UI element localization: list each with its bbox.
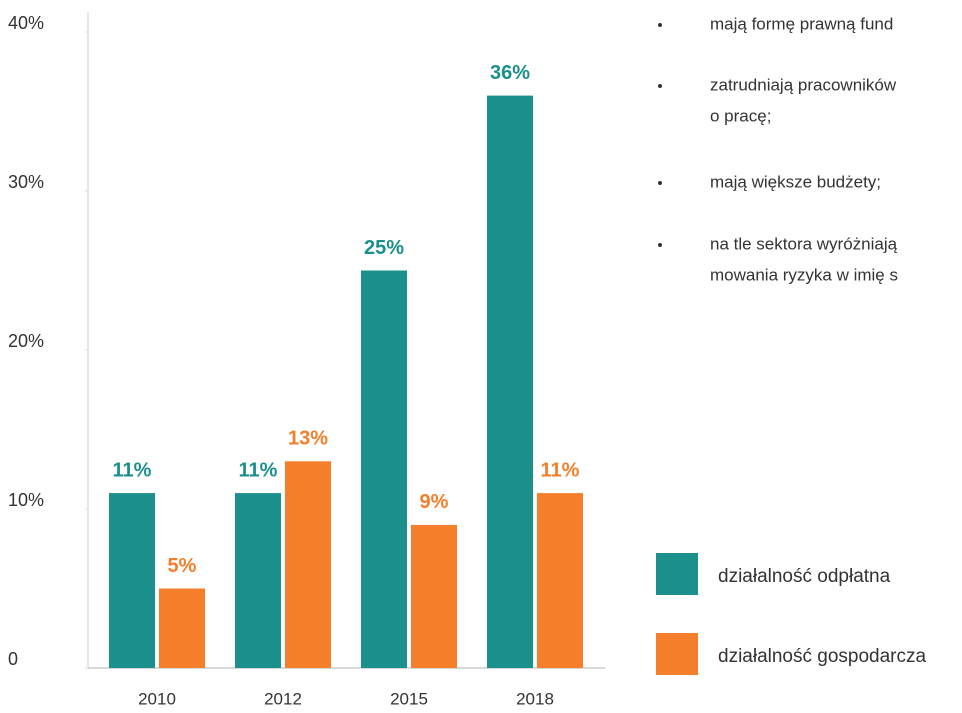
value-label: 5%: [168, 555, 197, 577]
x-tick-label: 2015: [390, 689, 428, 708]
note-text: zatrudniają pracowników: [710, 75, 897, 94]
value-label: 11%: [541, 459, 580, 481]
legend-label: działalność gospodarcza: [718, 646, 927, 667]
bar: [285, 461, 331, 668]
note-text: o pracę;: [710, 106, 771, 125]
note-text: mają większe budżety;: [710, 172, 881, 191]
y-tick-label: 0: [8, 649, 18, 669]
y-tick-label: 20%: [8, 331, 44, 351]
value-label: 11%: [239, 459, 278, 481]
note-text: mowania ryzyka w imię s: [710, 265, 898, 284]
x-tick-label: 2018: [516, 689, 554, 708]
y-tick-label: 10%: [8, 490, 44, 510]
bar: [159, 588, 205, 668]
value-label: 11%: [113, 459, 152, 481]
y-tick-label: 30%: [8, 172, 44, 192]
bullet: [658, 181, 662, 185]
bar: [537, 493, 583, 668]
legend-label: działalność odpłatna: [718, 566, 891, 587]
bar: [109, 493, 155, 668]
bar: [361, 270, 407, 668]
legend-swatch: [656, 553, 698, 595]
bar: [411, 524, 457, 668]
value-label: 36%: [490, 62, 530, 84]
value-label: 9%: [420, 491, 449, 513]
bullet: [658, 23, 662, 27]
value-label: 25%: [364, 237, 404, 259]
bar: [487, 95, 533, 669]
bullet: [658, 243, 662, 247]
y-tick-label: 40%: [8, 13, 44, 33]
value-label: 13%: [288, 428, 328, 450]
x-tick-label: 2012: [264, 689, 302, 708]
note-text: na tle sektora wyróżniają: [710, 234, 898, 253]
legend-swatch: [656, 633, 698, 675]
bar: [235, 493, 281, 668]
bullet: [658, 84, 662, 88]
note-text: mają formę prawną fund: [710, 14, 893, 33]
x-tick-label: 2010: [138, 689, 176, 708]
